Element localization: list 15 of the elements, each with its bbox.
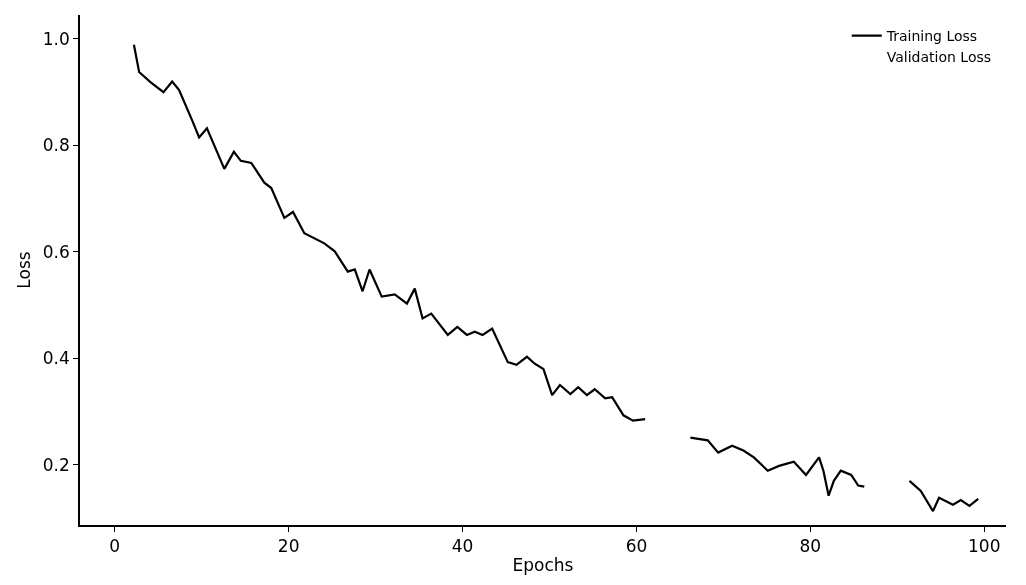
x-tick-label: 40 xyxy=(451,536,474,557)
x-tick-label: 80 xyxy=(799,536,822,557)
y-tick-label: 0.6 xyxy=(42,241,70,262)
y-tick-label: 1.0 xyxy=(42,28,70,49)
x-tick-label: 20 xyxy=(277,536,300,557)
y-tick-label: 0.8 xyxy=(42,135,70,156)
x-tick-label: 0 xyxy=(109,536,121,557)
y-axis-title: Loss xyxy=(13,251,34,289)
y-tick-label: 0.2 xyxy=(42,454,70,475)
y-tick-label: 0.4 xyxy=(42,348,70,369)
x-axis-title: Epochs xyxy=(512,555,574,576)
text: Validation Loss xyxy=(886,49,992,66)
x-tick-label: 100 xyxy=(968,536,1001,557)
x-tick-label: 60 xyxy=(625,536,648,557)
legend-label: Training Loss xyxy=(885,28,978,45)
